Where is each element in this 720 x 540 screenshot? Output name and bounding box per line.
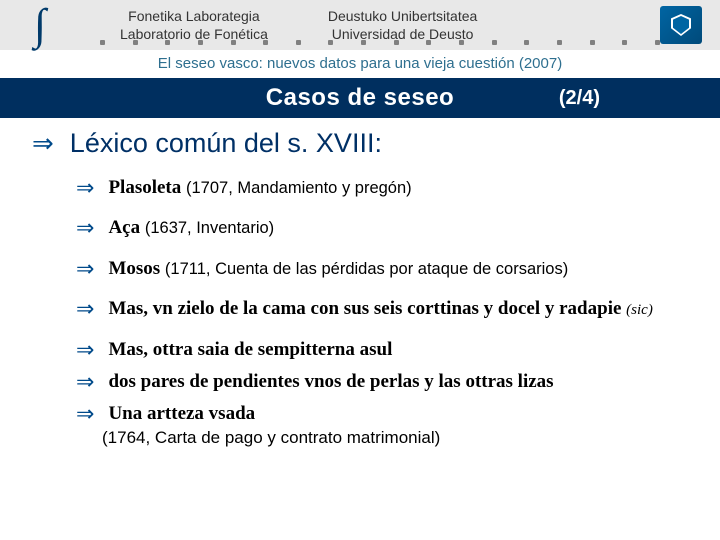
content-area: ⇒ Léxico común del s. XVIII: ⇒ Plasoleta… [32, 128, 700, 448]
arrow-icon: ⇒ [76, 401, 94, 427]
lab-col-left: Fonetika Laborategia Laboratorio de Foné… [120, 7, 268, 43]
item-text: Aça (1637, Inventario) [108, 215, 274, 241]
list-item: ⇒ Aça (1637, Inventario) [76, 215, 700, 241]
lab-names: Fonetika Laborategia Laboratorio de Foné… [120, 7, 477, 43]
heading-text: Léxico común del s. XVIII: [70, 128, 382, 159]
university-shield-icon [660, 6, 702, 44]
arrow-icon: ⇒ [76, 296, 94, 322]
subtitle-year: (2007) [519, 55, 562, 72]
list-item: ⇒ Mosos (1711, Cuenta de las pérdidas po… [76, 256, 700, 282]
arrow-icon: ⇒ [76, 337, 94, 363]
item-text: Mosos (1711, Cuenta de las pérdidas por … [108, 256, 568, 282]
list-item: ⇒ Una artteza vsada [76, 401, 700, 427]
item-text: Mas, ottra saia de sempitterna asul [108, 337, 392, 363]
list-item: ⇒ dos pares de pendientes vnos de perlas… [76, 369, 700, 395]
uni-name-eu: Deustuko Unibertsitatea [328, 7, 477, 25]
slide-title: Casos de seseo [266, 84, 454, 112]
arrow-icon: ⇒ [76, 256, 94, 282]
item-text: dos pares de pendientes vnos de perlas y… [108, 369, 553, 395]
arrow-icon: ⇒ [76, 175, 94, 201]
arrow-icon: ⇒ [76, 369, 94, 395]
arrow-icon: ⇒ [76, 215, 94, 241]
lab-name-eu: Fonetika Laborategia [120, 7, 268, 25]
arrow-icon: ⇒ [32, 131, 54, 157]
shield-inner-icon [671, 14, 691, 36]
slide-root: { "header": { "lab_eu": "Fonetika Labora… [0, 0, 720, 540]
list-item: ⇒ Plasoleta (1707, Mandamiento y pregón) [76, 175, 700, 201]
list-item: ⇒ Mas, vn zielo de la cama con sus seis … [76, 296, 700, 322]
title-band: Casos de seseo (2/4) [0, 78, 720, 118]
heading-row: ⇒ Léxico común del s. XVIII: [32, 128, 700, 159]
subtitle-bar: El seseo vasco: nuevos datos para una vi… [0, 55, 720, 72]
item-text: Mas, vn zielo de la cama con sus seis co… [108, 296, 652, 322]
item-text: Una artteza vsada [108, 401, 255, 427]
list-item: ⇒ Mas, ottra saia de sempitterna asul [76, 337, 700, 363]
subtitle-text: El seseo vasco: nuevos datos para una vi… [158, 55, 515, 72]
divider-dots [100, 40, 660, 45]
trailing-note: (1764, Carta de pago y contrato matrimon… [102, 428, 700, 448]
integral-logo: ∫ [0, 0, 80, 50]
item-text: Plasoleta (1707, Mandamiento y pregón) [108, 175, 411, 201]
page-indicator: (2/4) [559, 87, 600, 110]
bullet-list: ⇒ Plasoleta (1707, Mandamiento y pregón)… [76, 175, 700, 428]
lab-col-right: Deustuko Unibertsitatea Universidad de D… [328, 7, 477, 43]
